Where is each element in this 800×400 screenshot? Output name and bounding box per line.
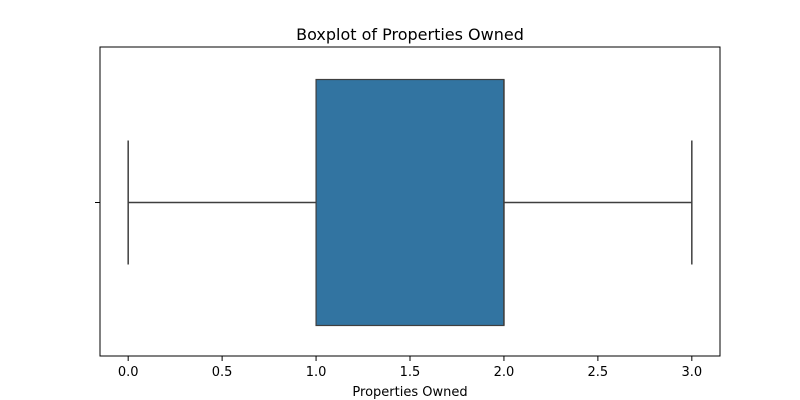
x-tick-label: 1.0 — [306, 365, 327, 380]
x-tick-label: 0.0 — [118, 365, 139, 380]
chart-title: Boxplot of Properties Owned — [296, 25, 524, 44]
x-tick-label: 1.5 — [400, 365, 421, 380]
x-tick-label: 0.5 — [212, 365, 233, 380]
iqr-box — [315, 78, 505, 327]
x-axis-ticks: 0.0 0.5 1.0 1.5 2.0 2.5 3.0 — [118, 356, 702, 380]
x-tick-label: 3.0 — [681, 365, 702, 380]
x-axis-label: Properties Owned — [352, 385, 467, 400]
x-tick-label: 2.5 — [588, 365, 609, 380]
plot-area — [95, 46, 721, 357]
x-tick-label: 2.0 — [494, 365, 515, 380]
